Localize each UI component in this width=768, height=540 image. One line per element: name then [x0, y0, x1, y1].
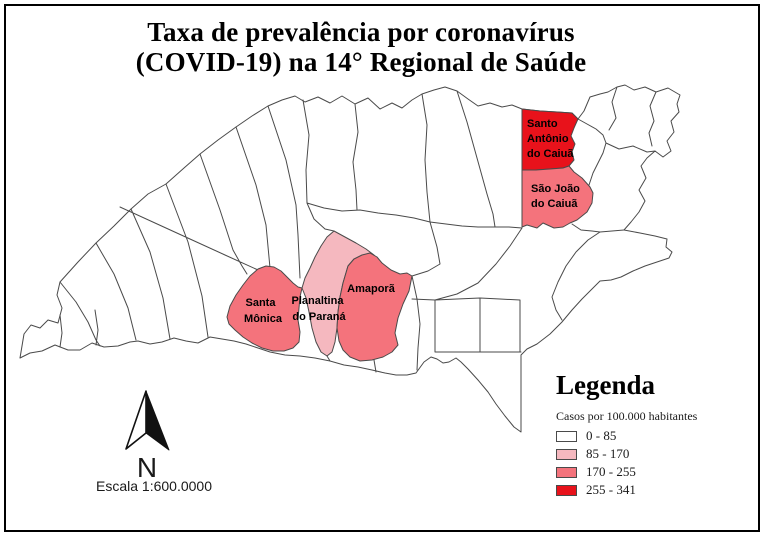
label-sao-joao-do-caiua: São João do Caiuã — [531, 183, 583, 210]
legend-item-255-341: 255 - 341 — [556, 482, 756, 497]
legend-swatch-0-85 — [556, 430, 577, 442]
legend-item-0-85: 0 - 85 — [556, 428, 756, 443]
legend-title: Legenda — [556, 370, 656, 400]
scale-text: Escala 1:600.0000 — [96, 478, 212, 494]
legend-label-85-170: 85 - 170 — [586, 446, 630, 461]
legend-label-0-85: 0 - 85 — [586, 428, 617, 443]
label-santo-antonio-do-caiua: Santo Antônio do Caiuã — [527, 118, 574, 160]
municipality-amapora — [336, 252, 413, 362]
legend-label-170-255: 170 - 255 — [586, 464, 636, 479]
label-planaltina-do-parana: Planaltina do Paraná — [291, 295, 346, 323]
label-amapora: Amaporã — [347, 283, 396, 295]
legend-item-170-255: 170 - 255 — [556, 464, 756, 479]
north-arrow-label: N — [137, 452, 157, 483]
legend-swatch-85-170 — [556, 448, 577, 460]
legend-swatch-255-341 — [556, 484, 577, 496]
municipal-boundaries — [59, 86, 657, 373]
legend-label-255-341: 255 - 341 — [586, 482, 636, 497]
municipality-sao-joao-do-caiua — [521, 165, 594, 229]
label-santa-monica: Santa Mônica — [244, 297, 283, 325]
legend-item-85-170: 85 - 170 — [556, 446, 756, 461]
legend-swatch-170-255 — [556, 466, 577, 478]
legend-subtitle: Casos por 100.000 habitantes — [556, 409, 698, 423]
north-arrow-icon — [125, 390, 170, 451]
map-title: Taxa de prevalência por coronavírus (COV… — [0, 17, 722, 77]
map-title-line2: (COVID-19) na 14° Regional de Saúde — [135, 47, 587, 77]
map-layers — [19, 84, 681, 433]
map-title-line1: Taxa de prevalência por coronavírus — [147, 17, 575, 47]
legend: Legenda Casos por 100.000 habitantes 0 -… — [556, 370, 756, 497]
municipality-santa-monica — [226, 265, 303, 352]
